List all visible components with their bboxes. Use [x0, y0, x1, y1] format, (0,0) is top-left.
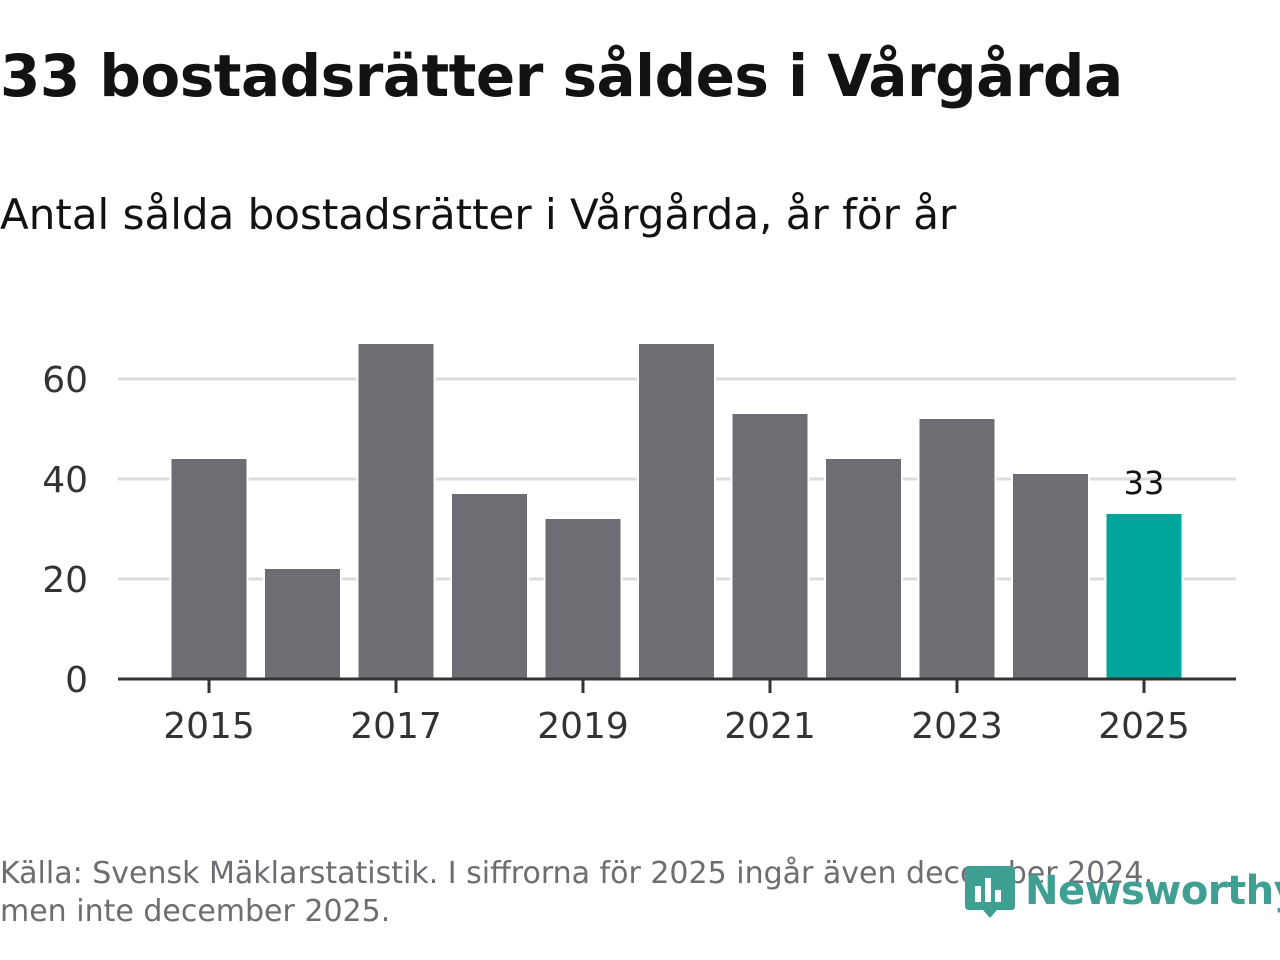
bar-2018	[450, 492, 529, 681]
bars	[169, 342, 1184, 681]
bar-2016	[263, 567, 342, 681]
x-tick-label: 2019	[537, 706, 629, 747]
y-tick-label: 20	[42, 560, 88, 601]
bar-2015	[169, 457, 249, 681]
bar-2020	[637, 342, 716, 681]
y-tick-label: 60	[42, 360, 88, 401]
x-axis	[118, 677, 1236, 693]
source-footnote: Källa: Svensk Mäklarstatistik. I siffror…	[0, 856, 1153, 929]
x-tick-label: 2015	[163, 706, 255, 747]
labels: 0 20 40 60 2015 2017 2019 2021 2023 2025 33	[42, 360, 1190, 747]
y-tick-label: 0	[65, 660, 88, 701]
data-label-2025: 33	[1124, 464, 1165, 502]
bar-2023	[917, 417, 997, 681]
bar-2025	[1104, 512, 1184, 681]
x-tick-label: 2017	[350, 706, 442, 747]
bar-2022	[824, 457, 903, 681]
bar-chart: 0 20 40 60 2015 2017 2019 2021 2023 2025 33	[42, 342, 1236, 747]
x-tick-label: 2023	[911, 706, 1003, 747]
newsworthy-logo: Newsworthy	[963, 862, 1280, 920]
x-tick-label: 2021	[724, 706, 816, 747]
chart-title: 33 bostadsrätter såldes i Vårgårda	[0, 42, 1123, 110]
bar-2021	[730, 412, 810, 681]
newsworthy-logo-icon	[965, 866, 1015, 918]
x-tick-label: 2025	[1098, 706, 1190, 747]
y-tick-label: 40	[42, 460, 88, 501]
bar-2019	[543, 517, 623, 681]
bar-2024	[1011, 472, 1090, 681]
bar-2017	[356, 342, 436, 681]
brand-name: Newsworthy	[1025, 868, 1280, 914]
chart-subtitle: Antal sålda bostadsrätter i Vårgårda, år…	[0, 190, 957, 239]
